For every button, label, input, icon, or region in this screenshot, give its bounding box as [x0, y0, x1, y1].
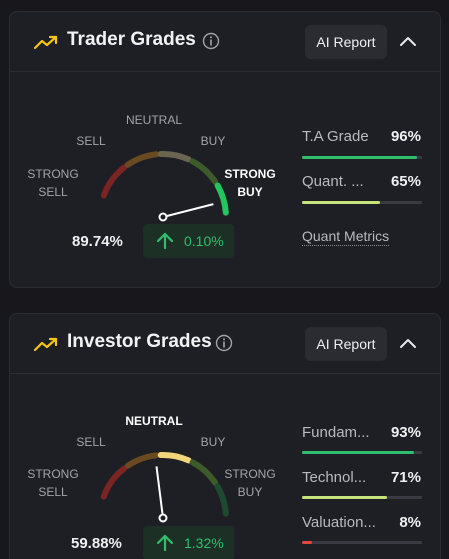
metric-bar-fill [302, 496, 388, 499]
gauge-segment-strong-sell [100, 465, 128, 500]
metric-bar-fill [302, 201, 380, 204]
metric-value: 96% [390, 128, 421, 145]
gauge-segment-sell [124, 151, 160, 168]
gauge-segment-buy [189, 459, 219, 486]
score-value: 89.74% [72, 233, 123, 250]
change-badge: 0.10% [143, 224, 234, 258]
gauge-pivot [158, 212, 168, 222]
metric-name: Technol... [302, 469, 367, 486]
chevron-up-icon[interactable] [391, 327, 425, 361]
chevron-up-icon[interactable] [391, 25, 425, 59]
gauge-segment-sell [124, 452, 160, 469]
metric-bar [302, 201, 422, 204]
metric-name: Fundam... [302, 424, 370, 441]
card-header: Trader Grades AI Report [10, 12, 440, 72]
change-value: 1.32% [184, 535, 224, 551]
gauge-segment-neutral [157, 451, 192, 464]
arrow-up-icon [156, 232, 174, 250]
gauge-label-neutral: NEUTRAL [125, 113, 182, 127]
metric-bar [302, 451, 422, 454]
gauge-label-strong-sell: STRONG SELL [27, 467, 79, 499]
trending-up-icon [34, 35, 58, 50]
metric-bar [302, 496, 422, 499]
quant-metrics-link[interactable]: Quant Metrics [302, 228, 390, 246]
metric-value: 8% [399, 514, 421, 531]
metric-bar [302, 541, 422, 544]
metric-value: 65% [390, 173, 421, 190]
gauge-segment-neutral [157, 150, 192, 163]
trader-grades-card: Trader Grades AI Report STRONG SELL SELL … [9, 11, 441, 288]
gauge-label-sell: SELL [76, 435, 106, 449]
gauge-pivot [158, 513, 168, 523]
metric-bar-fill [302, 541, 312, 544]
metric-value: 93% [390, 424, 421, 441]
gauge-needle [155, 466, 164, 519]
info-icon[interactable] [215, 334, 233, 352]
gauge-label-neutral: NEUTRAL [125, 414, 183, 428]
gauge-segment-strong-buy [214, 182, 229, 216]
score-value: 59.88% [71, 535, 122, 552]
change-badge: 1.32% [143, 526, 234, 559]
metric-bar-fill [302, 451, 414, 454]
card-header: Investor Grades AI Report [10, 314, 440, 374]
metric-bar-fill [302, 156, 418, 159]
info-icon[interactable] [202, 32, 220, 50]
gauge-segment-strong-sell [100, 164, 128, 199]
arrow-up-icon [156, 534, 174, 552]
ai-report-button[interactable]: AI Report [305, 25, 387, 59]
gauge-label-sell: SELL [76, 134, 106, 148]
gauge-label-buy: BUY [200, 134, 226, 148]
gauge-label-strong-buy: STRONG BUY [224, 167, 276, 199]
sentiment-gauge [100, 150, 229, 222]
gauge-label-strong-sell: STRONG SELL [27, 167, 79, 199]
trending-up-icon [34, 337, 58, 352]
investor-grades-card: Investor Grades AI Report STRONG SELL SEL… [9, 313, 441, 559]
change-value: 0.10% [184, 233, 224, 249]
metric-name: Quant. ... [302, 173, 364, 190]
gauge-segment-strong-buy [214, 483, 229, 517]
metric-name: T.A Grade [302, 128, 369, 145]
gauge-segment-buy [189, 158, 219, 185]
card-title: Investor Grades [67, 331, 212, 352]
metric-bar [302, 156, 422, 159]
card-title: Trader Grades [67, 29, 196, 50]
metric-value: 71% [390, 469, 421, 486]
gauge-needle [162, 203, 214, 218]
ai-report-button[interactable]: AI Report [305, 327, 387, 361]
metric-name: Valuation... [302, 514, 376, 531]
sentiment-gauge [100, 451, 229, 523]
gauge-label-strong-buy: STRONG BUY [224, 467, 276, 499]
gauge-label-buy: BUY [200, 435, 226, 449]
